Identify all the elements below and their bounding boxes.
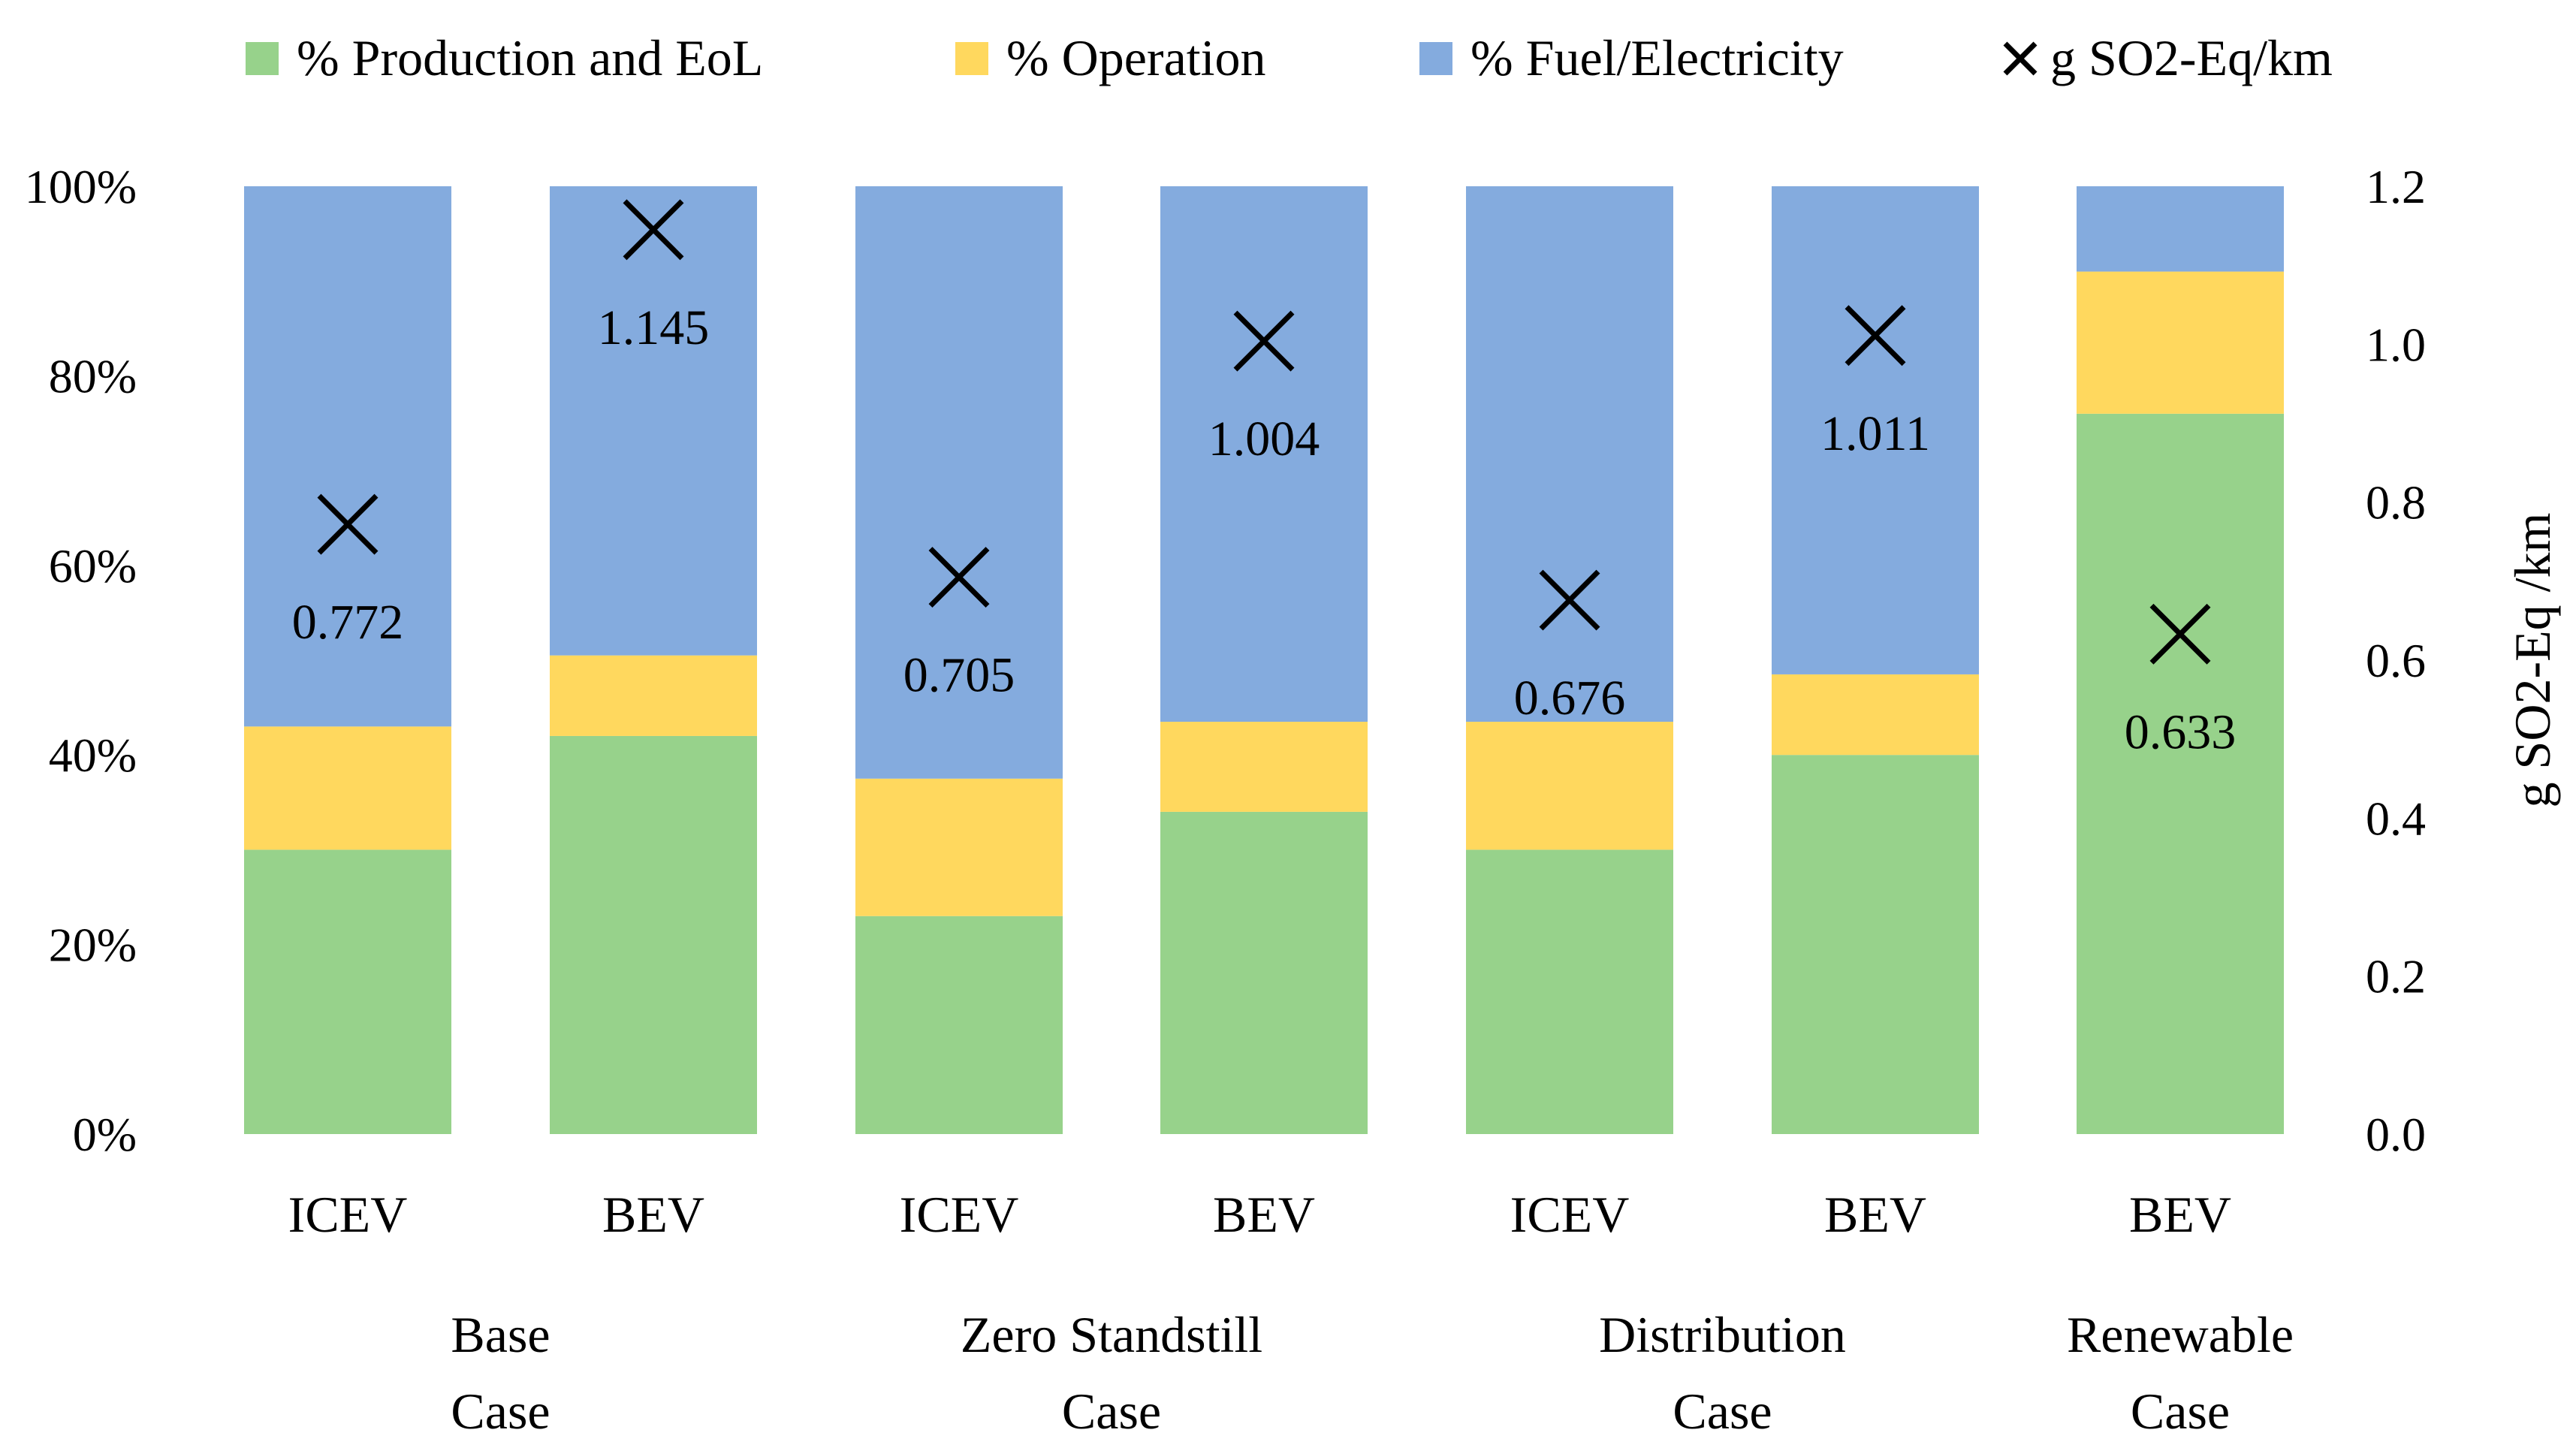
category-label: BEV — [1824, 1186, 1926, 1243]
data-label: 0.633 — [2125, 704, 2237, 759]
x-marker — [928, 547, 990, 608]
category-label: BEV — [1213, 1186, 1315, 1243]
x-marker — [623, 199, 684, 261]
left-tick-label: 20% — [49, 919, 137, 972]
category-label: BEV — [2129, 1186, 2231, 1243]
x-marker — [1539, 569, 1600, 631]
group-label: Case — [451, 1383, 550, 1440]
category-label: BEV — [602, 1186, 704, 1243]
bar-segment-2-4 — [1160, 722, 1368, 812]
x-marker — [317, 493, 379, 555]
bar-segment-3-7 — [2077, 186, 2284, 272]
group-label: Case — [1673, 1383, 1772, 1440]
data-label: 0.676 — [1514, 671, 1626, 726]
data-label: 1.011 — [1820, 406, 1930, 461]
category-label: ICEV — [900, 1186, 1019, 1243]
data-label: 0.772 — [292, 595, 404, 650]
data-label: 0.705 — [903, 648, 1015, 703]
left-tick-label: 40% — [49, 729, 137, 782]
bar-segment-2-2 — [550, 655, 757, 736]
group-label: Zero Standstill — [961, 1306, 1262, 1363]
data-label: 1.004 — [1208, 412, 1320, 466]
x-marker — [1845, 305, 1906, 367]
bar-segment-1-4 — [1160, 811, 1368, 1134]
legend-label-1: % Production and EoL — [297, 29, 763, 86]
legend-swatch-1 — [246, 42, 279, 75]
x-marker — [1233, 310, 1295, 372]
left-tick-label: 80% — [49, 349, 137, 403]
bar-segment-3-3 — [855, 186, 1063, 779]
bar-segment-1-1 — [244, 849, 451, 1134]
bar-segment-1-2 — [550, 735, 757, 1134]
right-tick-label: 0.4 — [2366, 792, 2426, 845]
legend-label-3: % Fuel/Electricity — [1470, 29, 1844, 86]
bar-segment-1-5 — [1466, 849, 1673, 1134]
legend-label-4: g SO2-Eq/km — [2050, 29, 2333, 86]
bar-segment-3-1 — [244, 186, 451, 727]
right-tick-label: 0.6 — [2366, 634, 2426, 687]
left-tick-label: 0% — [73, 1108, 137, 1161]
right-axis-title: g SO2-Eq /km — [2504, 513, 2561, 808]
left-tick-label: 60% — [49, 539, 137, 593]
right-tick-label: 1.0 — [2366, 318, 2426, 371]
group-label: Renewable — [2067, 1306, 2294, 1363]
legend-swatch-3 — [1419, 42, 1452, 75]
bar-segment-3-5 — [1466, 186, 1673, 722]
bar-segment-2-3 — [855, 778, 1063, 916]
left-tick-label: 100% — [25, 160, 137, 213]
bar-segment-2-1 — [244, 726, 451, 850]
x-marker — [2149, 603, 2211, 665]
right-tick-label: 0.8 — [2366, 476, 2426, 529]
category-label: ICEV — [1510, 1186, 1630, 1243]
right-tick-label: 1.2 — [2366, 160, 2426, 213]
bar-segment-1-7 — [2077, 413, 2284, 1134]
legend-label-2: % Operation — [1006, 29, 1266, 86]
category-label: ICEV — [288, 1186, 408, 1243]
legend-swatch-2 — [955, 42, 988, 75]
legend-x-marker — [2003, 41, 2038, 76]
bar-segment-1-3 — [855, 916, 1063, 1134]
group-label: Distribution — [1599, 1306, 1846, 1363]
right-tick-label: 0.2 — [2366, 950, 2426, 1003]
bar-segment-2-6 — [1772, 674, 1979, 756]
bar-segment-3-6 — [1772, 186, 1979, 674]
bar-segment-2-5 — [1466, 722, 1673, 850]
bar-segment-3-2 — [550, 186, 757, 656]
bar-segment-3-4 — [1160, 186, 1368, 722]
right-tick-label: 0.0 — [2366, 1108, 2426, 1161]
group-label: Base — [451, 1306, 550, 1363]
group-label: Case — [2131, 1383, 2230, 1440]
bar-segment-1-6 — [1772, 755, 1979, 1134]
bar-segment-2-7 — [2077, 271, 2284, 414]
data-label: 1.145 — [598, 300, 710, 355]
group-label: Case — [1062, 1383, 1161, 1440]
